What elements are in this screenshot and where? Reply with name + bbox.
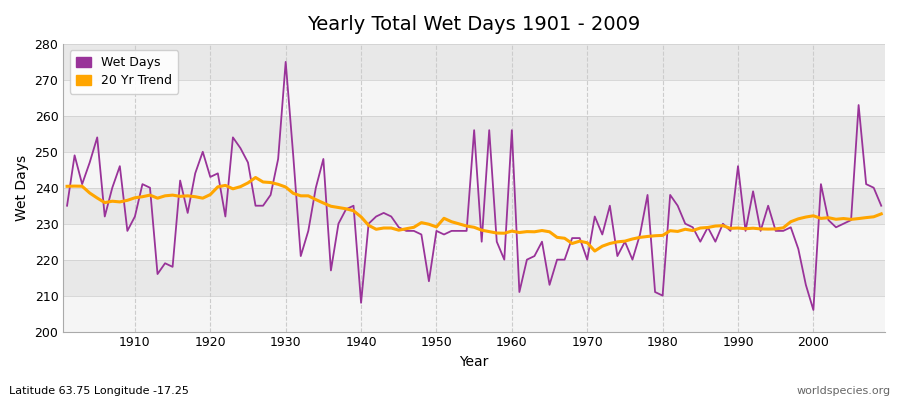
Wet Days [62, 203, 73, 208]
Wet Days [514, 290, 525, 294]
Title: Yearly Total Wet Days 1901 - 2009: Yearly Total Wet Days 1901 - 2009 [308, 15, 641, 34]
Y-axis label: Wet Days: Wet Days [15, 155, 29, 221]
Bar [63, 296, 885, 332]
Bar [63, 152, 885, 188]
X-axis label: Year: Year [460, 355, 489, 369]
20 Yr Trend [514, 230, 525, 235]
20 Yr Trend [590, 249, 600, 254]
Wet Days [122, 228, 133, 233]
Wet Days [340, 207, 351, 212]
Line: 20 Yr Trend: 20 Yr Trend [68, 178, 881, 251]
Text: Latitude 63.75 Longitude -17.25: Latitude 63.75 Longitude -17.25 [9, 386, 189, 396]
20 Yr Trend [876, 212, 886, 216]
Wet Days [605, 203, 616, 208]
Bar [63, 44, 885, 80]
Bar [63, 80, 885, 116]
20 Yr Trend [122, 198, 133, 203]
Bar [63, 260, 885, 296]
Wet Days [507, 128, 517, 132]
Wet Days [808, 308, 819, 312]
Text: worldspecies.org: worldspecies.org [796, 386, 891, 396]
Wet Days [876, 203, 886, 208]
20 Yr Trend [612, 240, 623, 244]
Bar [63, 224, 885, 260]
Bar [63, 188, 885, 224]
20 Yr Trend [62, 184, 73, 189]
Bar [63, 116, 885, 152]
20 Yr Trend [507, 229, 517, 234]
Line: Wet Days: Wet Days [68, 62, 881, 310]
20 Yr Trend [250, 175, 261, 180]
20 Yr Trend [340, 206, 351, 211]
Wet Days [295, 254, 306, 258]
Legend: Wet Days, 20 Yr Trend: Wet Days, 20 Yr Trend [69, 50, 178, 94]
20 Yr Trend [295, 194, 306, 198]
Wet Days [280, 60, 291, 64]
